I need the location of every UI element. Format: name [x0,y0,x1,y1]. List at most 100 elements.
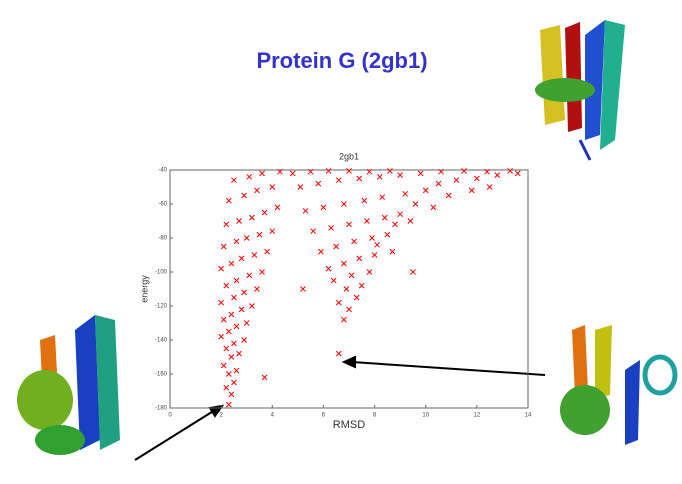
point [417,170,424,177]
point [231,294,237,301]
point [254,187,260,194]
point [241,192,248,199]
point [259,269,265,275]
point [218,265,224,272]
point [402,190,409,197]
point [297,184,304,190]
point [228,260,235,267]
point [410,269,416,275]
y-tick-label: -100 [155,270,168,276]
y-tick-label: -140 [155,338,168,344]
point [238,306,245,313]
point [225,328,232,335]
point [289,170,296,177]
point [341,201,347,207]
point [514,170,521,177]
point [335,350,342,357]
point [225,197,232,204]
point [335,299,342,306]
point [438,168,444,175]
point [231,340,237,347]
point [228,391,235,398]
point [246,173,253,180]
point [484,168,490,175]
point [328,224,334,231]
chart-title: 2gb1 [339,151,359,161]
point [435,180,442,187]
point [412,201,419,207]
point [351,238,357,245]
point [356,255,363,262]
point [231,177,237,184]
point [474,175,480,182]
point [361,197,368,204]
x-tick-label: 10 [422,413,429,419]
point [233,367,240,374]
slide-title: Protein G (2gb1) [256,48,427,73]
point [223,221,230,228]
point [341,316,347,323]
point [243,235,250,241]
point [231,379,237,386]
point [364,218,370,224]
point [223,384,230,391]
point [346,306,352,313]
y-tick-label: -120 [155,304,168,310]
point [223,345,230,352]
y-tick-label: -80 [158,236,167,242]
x-tick-label: 6 [322,413,326,419]
point [254,286,260,292]
point [379,194,386,201]
point [218,299,224,306]
point [397,172,403,178]
point [330,277,337,284]
point [220,243,227,250]
point [228,311,235,318]
point [320,204,327,211]
point [358,282,365,289]
point [445,192,452,199]
x-tick-label: 2 [219,413,223,419]
point [369,235,375,241]
point [468,187,475,194]
point [335,177,342,184]
point [251,252,258,258]
point [241,289,248,296]
point [346,167,352,174]
x-tick-label: 8 [373,413,377,419]
point [223,282,230,289]
point [371,252,378,258]
point [236,350,242,357]
point [494,172,501,178]
point [256,231,263,238]
point [376,173,383,180]
point [274,204,281,211]
point [277,168,283,175]
point [374,241,380,248]
point [356,175,363,182]
point [348,272,355,279]
point [407,218,414,224]
point [346,221,352,228]
point [248,214,255,221]
point [220,316,227,323]
y-tick-label: -180 [155,406,168,412]
point [392,221,398,228]
x-tick-label: 4 [271,413,275,419]
point [233,238,240,245]
point [220,362,227,369]
point [261,374,268,381]
x-tick-label: 0 [168,413,172,419]
point [353,294,360,301]
point [246,272,253,279]
point [269,184,276,190]
point [241,337,248,343]
x-tick-label: 12 [474,413,481,419]
point [507,167,513,174]
point [389,248,396,255]
point [233,323,240,330]
point [333,243,340,250]
arrows [134,355,546,461]
